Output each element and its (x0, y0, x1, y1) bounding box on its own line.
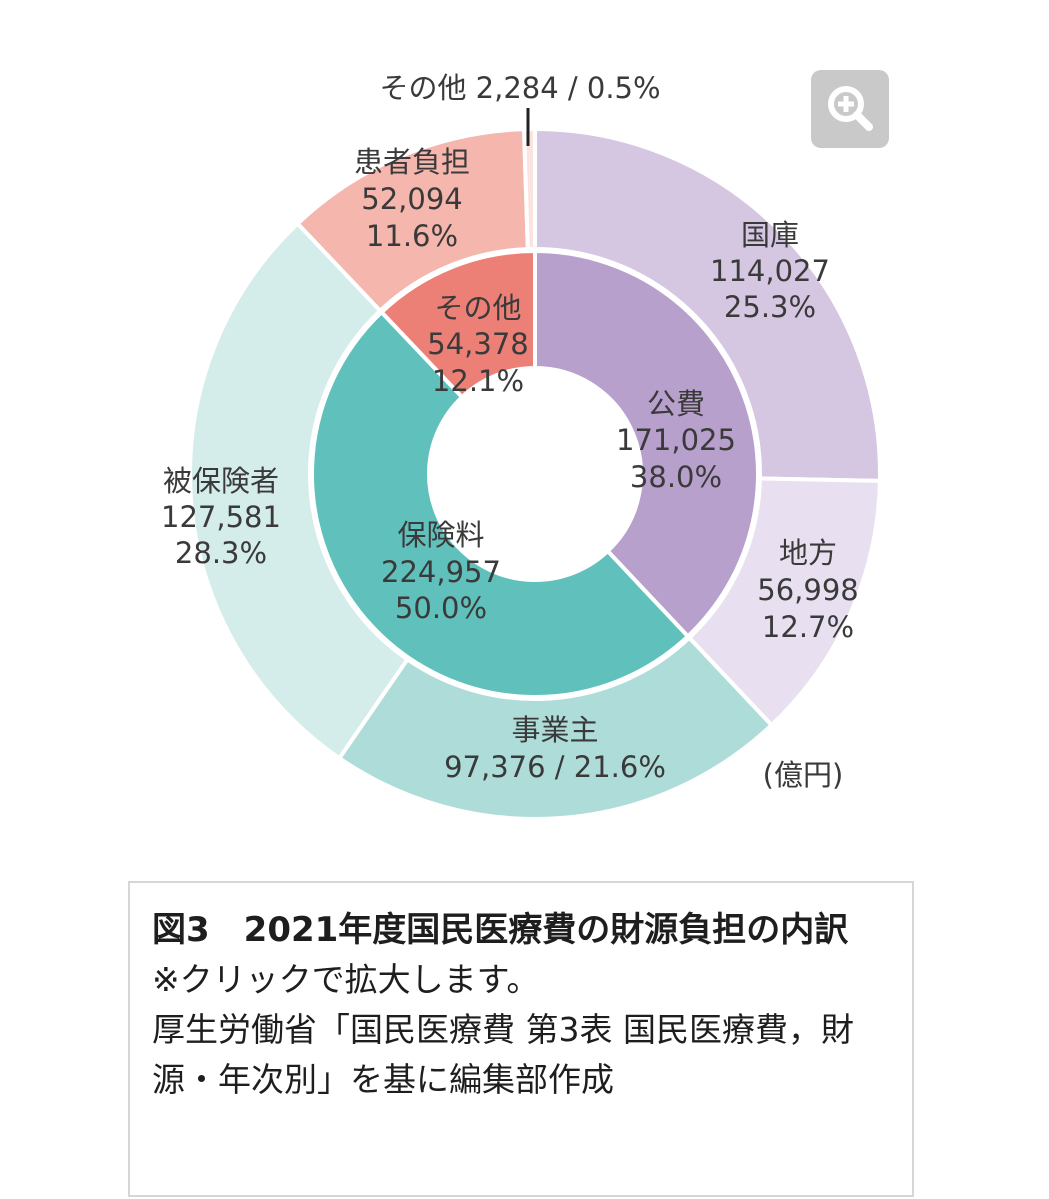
label-sonota-outer: その他 2,284 / 0.5% (379, 71, 660, 105)
label-kanja-percent: 11.6% (366, 219, 458, 253)
label-kokko-value: 114,027 (710, 254, 830, 288)
label-jigyou-name: 事業主 (511, 713, 598, 747)
inner-ring (310, 248, 760, 699)
label-koufei-name: 公費 (647, 387, 705, 421)
label-kokko: 国庫 114,027 25.3% (710, 218, 830, 324)
label-hihoken-percent: 28.3% (175, 536, 267, 570)
inner-slice-3 (378, 248, 537, 400)
donut-chart: その他 2,284 / 0.5% 国庫 114,027 25.3% 地方 56,… (161, 71, 880, 819)
label-sonota-inner-name: その他 (434, 291, 521, 325)
zoom-button[interactable] (811, 70, 889, 148)
label-sonota-inner-value: 54,378 (427, 327, 528, 361)
inner-slice-2 (310, 309, 691, 699)
inner-slice-1 (533, 248, 760, 640)
label-kokko-percent: 25.3% (724, 290, 816, 324)
label-sonota-inner-percent: 12.1% (432, 364, 524, 398)
label-hokenryo-value: 224,957 (381, 555, 501, 589)
unit-label: (億円) (763, 758, 844, 792)
label-hihoken-name: 被保険者 (163, 464, 279, 498)
outer-slice-6 (521, 126, 537, 252)
label-chihou-value: 56,998 (757, 573, 858, 607)
label-chihou-percent: 12.7% (762, 610, 854, 644)
caption-source: 厚生労働省「国民医療費 第3表 国民医療費，財源・年次別」を基に編集部作成 (152, 1010, 854, 1099)
label-chihou-name: 地方 (779, 536, 837, 570)
label-hokenryo-percent: 50.0% (395, 591, 487, 625)
label-koufei: 公費 171,025 38.0% (616, 387, 736, 494)
zoom-in-icon (828, 86, 873, 131)
label-jigyou: 事業主 97,376 / 21.6% (444, 713, 666, 784)
caption-title: 図3 2021年度国民医療費の財源負担の内訳 (152, 910, 849, 950)
label-kanja-value: 52,094 (361, 182, 462, 216)
label-sonota-inner: その他 54,378 12.1% (427, 291, 528, 398)
label-chihou: 地方 56,998 12.7% (757, 536, 858, 644)
label-koufei-value: 171,025 (616, 423, 736, 457)
label-hokenryo-name: 保険料 (397, 518, 484, 552)
label-hihoken: 被保険者 127,581 28.3% (161, 464, 281, 570)
label-jigyou-value: 97,376 / 21.6% (444, 750, 666, 784)
label-hihoken-value: 127,581 (161, 500, 281, 534)
label-koufei-percent: 38.0% (630, 460, 722, 494)
label-kanja-name: 患者負担 (354, 145, 470, 179)
label-kanja: 患者負担 52,094 11.6% (354, 145, 470, 253)
figure-caption: 図3 2021年度国民医療費の財源負担の内訳 ※クリックで拡大します。 厚生労働… (128, 881, 914, 1197)
caption-note: ※クリックで拡大します。 (152, 960, 540, 999)
label-hokenryo: 保険料 224,957 50.0% (381, 518, 501, 625)
label-kokko-name: 国庫 (741, 218, 799, 252)
